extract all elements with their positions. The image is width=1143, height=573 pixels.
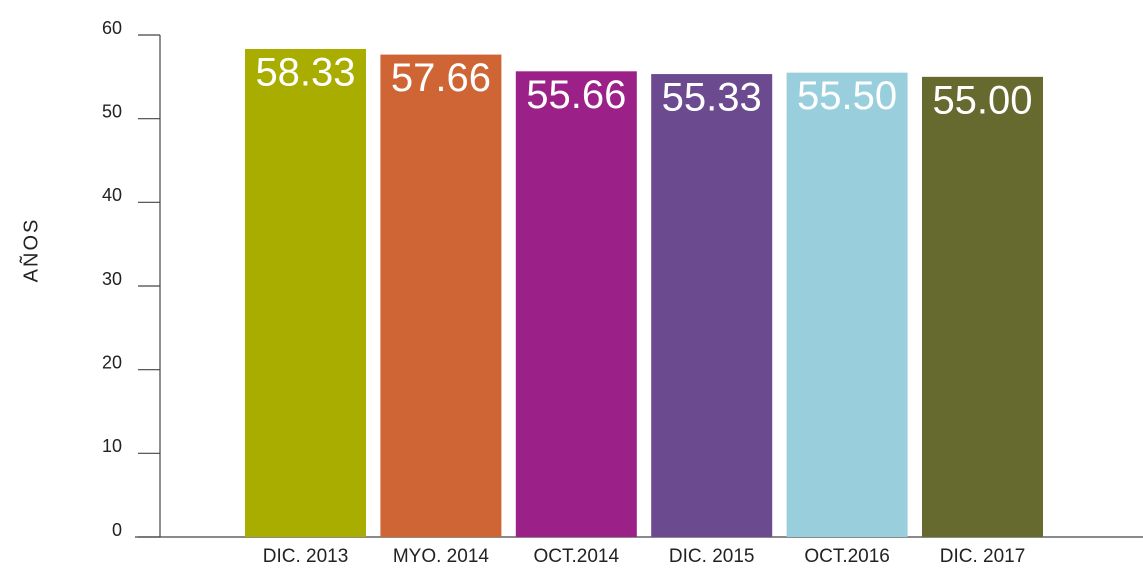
y-axis-label: AÑOS <box>18 218 42 283</box>
value-label: 58.33 <box>255 51 355 95</box>
x-tick-label: OCT.2016 <box>804 546 890 567</box>
value-label: 55.00 <box>932 78 1032 122</box>
bar <box>245 48 366 538</box>
value-label: 55.33 <box>662 76 762 120</box>
value-label: 57.66 <box>391 56 491 100</box>
bar <box>922 76 1043 537</box>
y-tick-label: 0 <box>112 520 122 540</box>
x-tick-label: DIC. 2017 <box>940 546 1026 567</box>
x-tick-label: DIC. 2013 <box>263 546 349 567</box>
x-tick-label: DIC. 2015 <box>669 546 755 567</box>
bar <box>651 74 773 538</box>
y-tick-label: 10 <box>102 436 122 456</box>
y-tick-label: 20 <box>102 352 122 372</box>
bar <box>786 72 908 538</box>
bar <box>380 54 502 537</box>
bar <box>515 71 637 537</box>
value-label: 55.66 <box>526 73 626 117</box>
y-tick-label: 30 <box>102 269 122 289</box>
y-tick-label: 50 <box>102 101 122 121</box>
x-tick-label: MYO. 2014 <box>393 546 490 567</box>
y-tick-label: 60 <box>102 18 122 38</box>
x-tick-label: OCT.2014 <box>534 546 620 567</box>
value-label: 55.50 <box>797 74 897 118</box>
y-tick-label: 40 <box>102 185 122 205</box>
